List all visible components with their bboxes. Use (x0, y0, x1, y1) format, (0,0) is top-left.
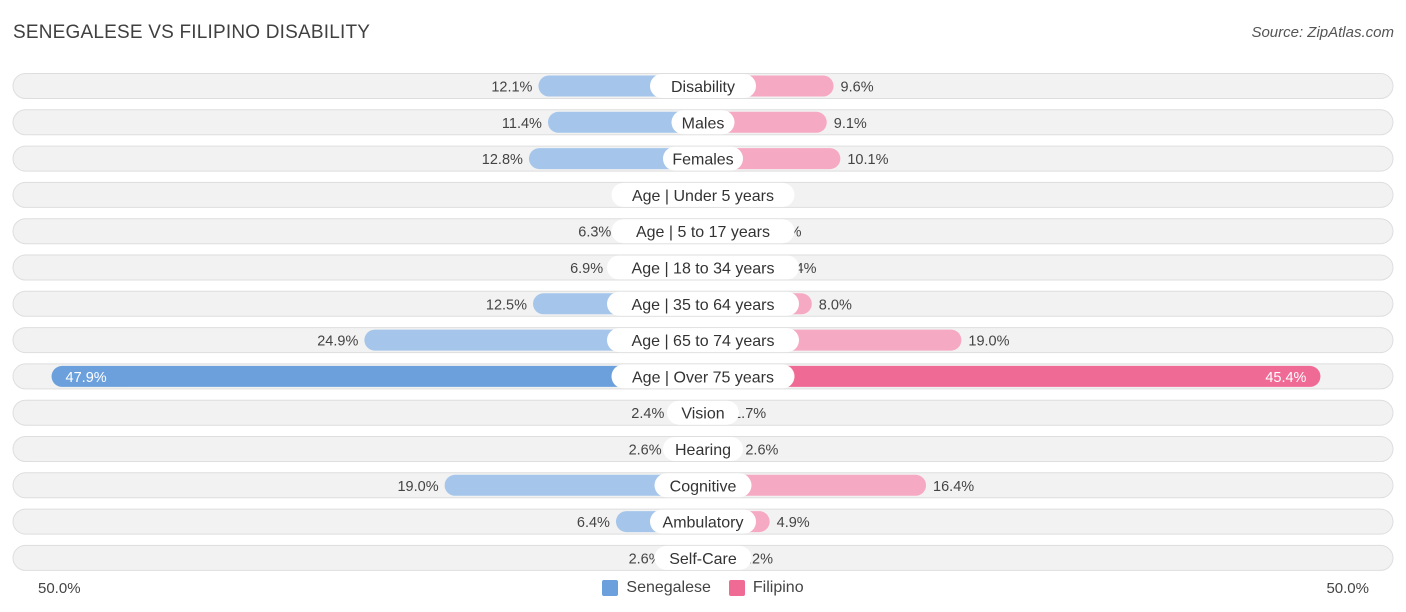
legend-label-senegalese: Senegalese (626, 579, 711, 596)
value-label-senegalese-vision: 2.4% (631, 406, 664, 422)
source-label: Source: ZipAtlas.com (1251, 24, 1394, 41)
bar-senegalese-females (528, 148, 703, 170)
bar-senegalese-age-over-75-years (51, 365, 704, 387)
category-pill-disability (650, 74, 756, 98)
legend: Senegalese Filipino (0, 579, 1406, 597)
category-label-males: Males (682, 115, 725, 132)
value-label-senegalese-age-over-75-years: 47.9% (66, 370, 107, 386)
legend-label-filipino: Filipino (752, 579, 804, 596)
category-label-age-5-to-17-years: Age | 5 to 17 years (636, 224, 770, 241)
category-label-vision: Vision (681, 406, 724, 423)
category-label-age-35-to-64-years: Age | 35 to 64 years (632, 297, 775, 314)
value-label-senegalese-self-care: 2.6% (629, 551, 662, 567)
legend-item-filipino: Filipino (728, 579, 804, 597)
category-pill-age-5-to-17-years (611, 219, 795, 244)
category-label-age-under-5-years: Age | Under 5 years (632, 188, 774, 205)
category-label-females: Females (672, 152, 733, 169)
value-label-senegalese-cognitive: 19.0% (397, 479, 438, 495)
value-label-filipino-age-65-to-74-years: 19.0% (968, 334, 1009, 350)
value-label-senegalese-age-65-to-74-years: 24.9% (317, 334, 358, 350)
value-label-senegalese-age-35-to-64-years: 12.5% (486, 297, 527, 313)
value-label-filipino-age-35-to-64-years: 8.0% (819, 297, 852, 313)
value-label-senegalese-disability: 12.1% (491, 80, 532, 96)
category-label-age-18-to-34-years: Age | 18 to 34 years (632, 261, 775, 278)
legend-item-senegalese: Senegalese (602, 579, 711, 597)
category-pill-ambulatory (650, 509, 756, 534)
value-label-filipino-males: 9.1% (834, 116, 867, 132)
chart-title: SENEGALESE VS FILIPINO DISABILITY (13, 22, 371, 43)
category-pill-males (671, 110, 735, 135)
value-label-filipino-vision: 1.7% (733, 406, 766, 422)
value-label-senegalese-males: 11.4% (502, 116, 542, 132)
category-label-disability: Disability (671, 79, 735, 96)
category-pill-hearing (663, 437, 743, 461)
value-label-filipino-disability: 9.6% (841, 80, 874, 96)
category-pill-age-35-to-64-years (607, 291, 799, 316)
category-pill-cognitive (654, 473, 752, 498)
bar-filipino-males (703, 111, 827, 133)
category-pill-age-65-to-74-years (607, 328, 799, 353)
value-label-senegalese-age-5-to-17-years: 6.3% (578, 225, 611, 241)
legend-swatch-senegalese (602, 580, 619, 596)
axis-left-label: 50.0% (38, 580, 81, 597)
value-label-filipino-cognitive: 16.4% (933, 479, 974, 495)
value-label-senegalese-hearing: 2.6% (629, 443, 662, 459)
category-label-age-over-75-years: Age | Over 75 years (632, 369, 774, 386)
value-label-filipino-age-over-75-years: 45.4% (1265, 370, 1306, 386)
category-pill-self-care (654, 545, 752, 570)
value-label-senegalese-females: 12.8% (482, 152, 523, 168)
category-pill-age-over-75-years (611, 364, 795, 389)
category-pill-age-under-5-years (611, 182, 795, 207)
value-label-filipino-females: 10.1% (847, 152, 888, 168)
value-label-filipino-hearing: 2.6% (745, 443, 778, 459)
category-label-hearing: Hearing (675, 442, 731, 459)
category-label-age-65-to-74-years: Age | 65 to 74 years (632, 333, 775, 350)
category-label-ambulatory: Ambulatory (663, 515, 744, 532)
category-label-cognitive: Cognitive (670, 478, 737, 495)
category-pill-age-18-to-34-years (607, 255, 799, 280)
value-label-senegalese-age-18-to-34-years: 6.9% (570, 261, 603, 277)
category-pill-females (663, 146, 743, 171)
bar-filipino-cognitive (703, 474, 927, 496)
bar-senegalese-cognitive (444, 474, 703, 496)
category-label-self-care: Self-Care (669, 551, 737, 568)
category-pill-vision (667, 400, 739, 425)
value-label-filipino-ambulatory: 4.9% (777, 515, 810, 531)
bar-senegalese-males (547, 111, 703, 133)
bar-filipino-age-over-75-years (703, 365, 1321, 387)
chart-svg: 12.1% 9.6% Disability 11.4% 9.1% Males 12.8% 10… (12, 73, 1394, 571)
axis-right-label: 50.0% (1326, 580, 1369, 597)
legend-swatch-filipino (728, 580, 745, 596)
value-label-senegalese-ambulatory: 6.4% (577, 515, 610, 531)
